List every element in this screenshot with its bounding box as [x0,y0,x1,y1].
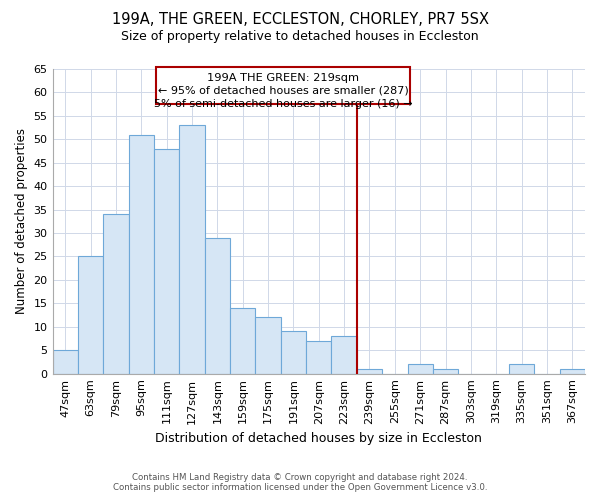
Text: Size of property relative to detached houses in Eccleston: Size of property relative to detached ho… [121,30,479,43]
FancyBboxPatch shape [157,66,410,104]
Text: 199A, THE GREEN, ECCLESTON, CHORLEY, PR7 5SX: 199A, THE GREEN, ECCLESTON, CHORLEY, PR7… [112,12,488,28]
Bar [256,318,281,374]
Bar [103,214,128,374]
Text: Contains HM Land Registry data © Crown copyright and database right 2024.
Contai: Contains HM Land Registry data © Crown c… [113,473,487,492]
Bar [407,364,433,374]
Y-axis label: Number of detached properties: Number of detached properties [15,128,28,314]
Bar [560,369,585,374]
Bar [53,350,78,374]
X-axis label: Distribution of detached houses by size in Eccleston: Distribution of detached houses by size … [155,432,482,445]
Bar [128,134,154,374]
Bar [433,369,458,374]
Text: 199A THE GREEN: 219sqm: 199A THE GREEN: 219sqm [207,72,359,83]
Bar [230,308,256,374]
Bar [205,238,230,374]
Bar [331,336,357,374]
Bar [179,125,205,374]
Bar [509,364,534,374]
Text: 5% of semi-detached houses are larger (16) →: 5% of semi-detached houses are larger (1… [154,98,413,108]
Bar [306,341,331,374]
Bar [154,148,179,374]
Bar [357,369,382,374]
Bar [281,332,306,374]
Text: ← 95% of detached houses are smaller (287): ← 95% of detached houses are smaller (28… [158,86,409,96]
Bar [78,256,103,374]
